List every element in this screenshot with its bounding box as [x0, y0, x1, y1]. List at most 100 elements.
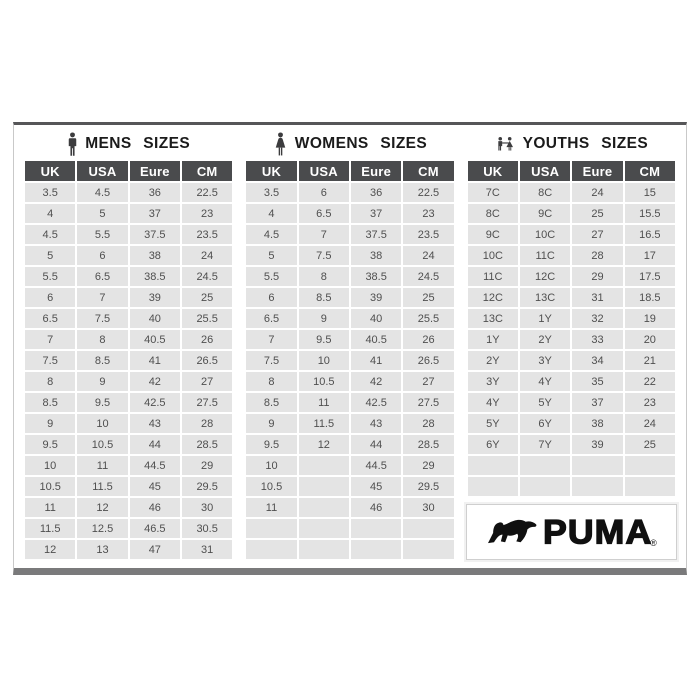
size-cell [246, 540, 297, 559]
size-cell: 27.5 [181, 393, 233, 412]
size-cell: 16.5 [624, 225, 675, 244]
size-cell: 10.5 [246, 477, 297, 496]
size-cell: 6.5 [25, 309, 76, 328]
size-cell: 4 [25, 204, 76, 223]
size-cell: 10.5 [298, 372, 349, 391]
size-cell: 3Y [467, 372, 518, 391]
womens-title-row: WOMENS SIZES [244, 129, 455, 159]
size-cell: 3Y [519, 351, 571, 370]
size-cell: 5.5 [77, 225, 128, 244]
table-row: 8.5 9.5 42.5 27.5 [25, 393, 233, 412]
size-cell: 9.5 [246, 435, 297, 454]
size-cell: 40.5 [129, 330, 180, 349]
size-cell: 11 [25, 498, 76, 517]
size-cell: 40 [129, 309, 180, 328]
size-cell: 24 [403, 246, 454, 265]
size-cell: 37.5 [350, 225, 402, 244]
size-cell: 38 [350, 246, 402, 265]
size-cell: 38.5 [350, 267, 402, 286]
table-row: 12C 13C 31 18.5 [467, 288, 675, 307]
table-row: 8 10.5 42 27 [246, 372, 454, 391]
size-cell: 25 [403, 288, 454, 307]
header-row: UK USA Eure CM [467, 161, 675, 181]
puma-wordmark: PUMA ® [542, 513, 657, 549]
table-row: 10 11 44.5 29 [25, 456, 233, 475]
table-row: 10.5 11.5 45 29.5 [25, 477, 233, 496]
puma-cat-icon [487, 519, 537, 544]
table-row: 9 10 43 28 [25, 414, 233, 433]
table-row: 3.5 6 36 22.5 [246, 183, 454, 202]
size-cell: 42 [129, 372, 180, 391]
column-header-uk: UK [246, 161, 297, 181]
size-cell: 29.5 [181, 477, 233, 496]
size-cell: 15 [624, 183, 675, 202]
size-cell: 10C [467, 246, 518, 265]
table-row: 4.5 7 37.5 23.5 [246, 225, 454, 244]
size-cell: 6.5 [298, 204, 349, 223]
size-cell: 44 [129, 435, 180, 454]
size-cell: 11C [467, 267, 518, 286]
size-cell: 22 [624, 372, 675, 391]
size-cell: 37 [350, 204, 402, 223]
size-cell: 11.5 [298, 414, 349, 433]
size-cell: 12.5 [77, 519, 128, 538]
size-cell: 7.5 [246, 351, 297, 370]
size-cell: 5 [25, 246, 76, 265]
table-row: 4Y 5Y 37 23 [467, 393, 675, 412]
size-cell: 44 [350, 435, 402, 454]
size-cell: 11 [298, 393, 349, 412]
table-row: 5.5 8 38.5 24.5 [246, 267, 454, 286]
table-row: 1Y 2Y 33 20 [467, 330, 675, 349]
size-cell: 4Y [519, 372, 571, 391]
size-cell: 8.5 [25, 393, 76, 412]
size-cell: 28.5 [403, 435, 454, 454]
size-cell: 9C [519, 204, 571, 223]
size-cell: 11.5 [25, 519, 76, 538]
size-cell: 8C [467, 204, 518, 223]
size-cell: 7.5 [77, 309, 128, 328]
size-cell: 40.5 [350, 330, 402, 349]
size-cell: 6Y [519, 414, 571, 433]
column-header-eure: Eure [350, 161, 402, 181]
youths-title-row: YOUTHS SIZES [466, 129, 677, 159]
size-cell: 26.5 [403, 351, 454, 370]
table-row: 9.5 10.5 44 28.5 [25, 435, 233, 454]
size-cell: 1Y [467, 330, 518, 349]
size-cell: 29 [181, 456, 233, 475]
size-cell: 41 [350, 351, 402, 370]
table-row: 5 7.5 38 24 [246, 246, 454, 265]
size-cell: 28.5 [181, 435, 233, 454]
size-cell: 33 [572, 330, 623, 349]
size-cell: 37 [572, 393, 623, 412]
size-cell: 9 [298, 309, 349, 328]
table-row: 6.5 9 40 25.5 [246, 309, 454, 328]
size-cell [403, 540, 454, 559]
size-cell: 46.5 [129, 519, 180, 538]
size-cell: 25.5 [403, 309, 454, 328]
size-cell: 26 [181, 330, 233, 349]
size-cell [467, 456, 518, 475]
size-cell: 35 [572, 372, 623, 391]
size-cell: 27 [572, 225, 623, 244]
size-cell: 8 [25, 372, 76, 391]
size-cell: 9.5 [25, 435, 76, 454]
size-cell: 9C [467, 225, 518, 244]
table-row: 8 9 42 27 [25, 372, 233, 391]
size-cell: 7 [246, 330, 297, 349]
table-row [467, 456, 675, 475]
table-row: 8C 9C 25 15.5 [467, 204, 675, 223]
size-cell [298, 456, 349, 475]
mens-section: MENS SIZES UK USA Eure CM 3.5 4.5 36 22.5 4 5 37 23… [23, 129, 234, 568]
size-cell: 17.5 [624, 267, 675, 286]
size-cell: 7C [467, 183, 518, 202]
size-cell: 7 [25, 330, 76, 349]
size-cell: 10.5 [77, 435, 128, 454]
size-cell: 5Y [519, 393, 571, 412]
size-cell: 12C [519, 267, 571, 286]
size-cell: 38 [129, 246, 180, 265]
size-cell: 8.5 [298, 288, 349, 307]
table-row: 12 13 47 31 [25, 540, 233, 559]
size-cell [403, 519, 454, 538]
size-cell: 18.5 [624, 288, 675, 307]
